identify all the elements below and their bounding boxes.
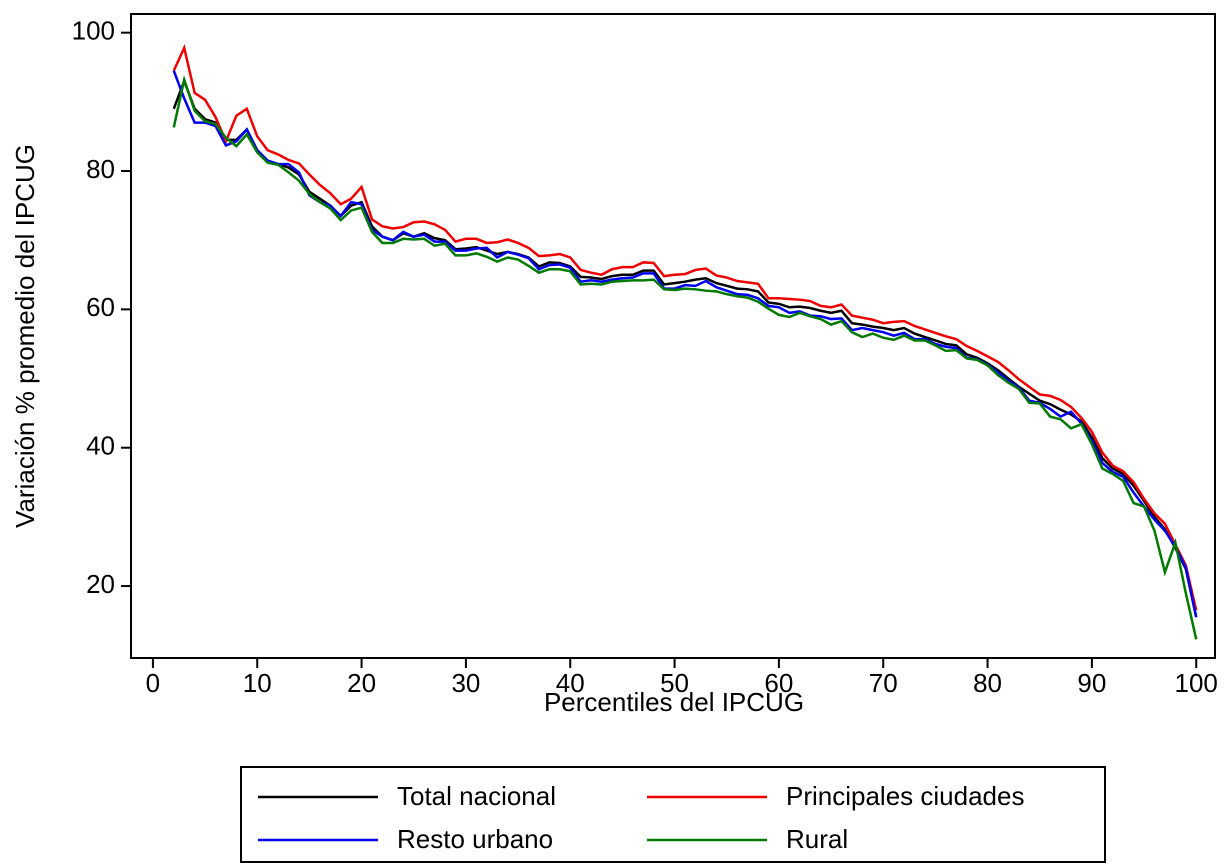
plot-frame	[130, 13, 1216, 659]
series-line	[172, 70, 1198, 618]
x-tick-label: 100	[1175, 668, 1218, 698]
series-line	[172, 77, 1198, 618]
x-tick-label: 70	[869, 668, 898, 698]
y-tick-label: 80	[86, 154, 115, 184]
legend-label: Total nacional	[397, 781, 556, 811]
x-tick-label: 50	[660, 668, 689, 698]
x-tick-label: 20	[347, 668, 376, 698]
x-tick-label: 40	[556, 668, 585, 698]
x-axis-title: Percentiles del IPCUG	[544, 687, 804, 717]
y-tick-label: 40	[86, 431, 115, 461]
x-tick-label: 80	[973, 668, 1002, 698]
legend-label: Principales ciudades	[786, 781, 1024, 811]
legend-label: Rural	[786, 824, 848, 854]
legend-label: Resto urbano	[397, 824, 553, 854]
x-tick-label: 30	[451, 668, 480, 698]
x-tick-label: 10	[243, 668, 272, 698]
y-tick-label: 20	[86, 569, 115, 599]
x-tick-label: 90	[1077, 668, 1106, 698]
x-tick-label: 60	[764, 668, 793, 698]
legend-box	[240, 766, 1106, 863]
series-line	[172, 75, 1198, 640]
y-axis-title: Variación % promedio del IPCUG	[10, 144, 40, 528]
y-tick-label: 60	[86, 292, 115, 322]
series-line	[172, 44, 1198, 611]
x-tick-label: 0	[146, 668, 160, 698]
y-tick-label: 100	[72, 16, 115, 46]
